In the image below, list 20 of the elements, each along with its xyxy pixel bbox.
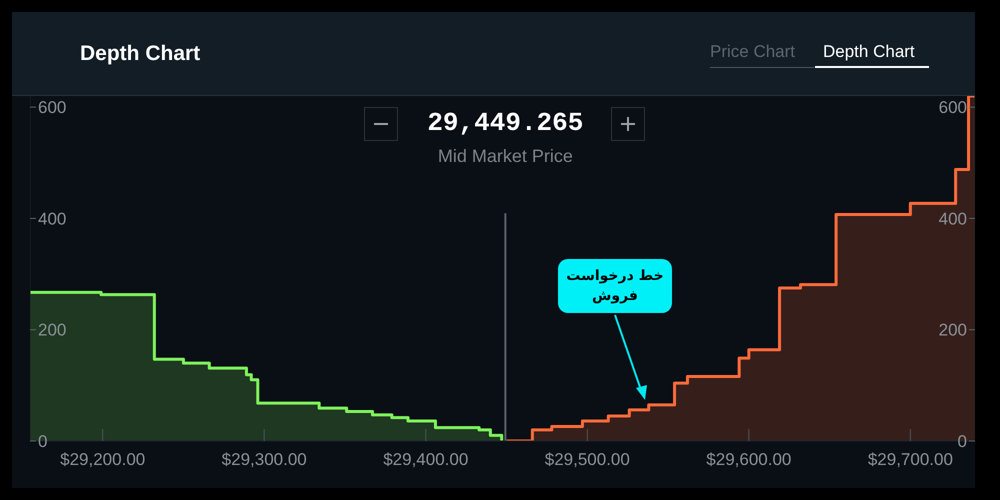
x-tick-label: $29,300.00: [222, 450, 307, 470]
text: Price Chart: [710, 42, 814, 68]
annotation: خط درخواست فروش: [558, 259, 672, 313]
y2-tick-label: 600: [938, 98, 967, 118]
y2-tick-label: 0: [958, 432, 967, 452]
x-tick-label: $29,200.00: [60, 450, 146, 470]
y-tick-label: 400: [38, 209, 66, 228]
chart-title: Depth Chart: [80, 42, 200, 66]
annotation: Mid Market Price: [436, 146, 574, 167]
text: Depth Chart: [815, 42, 929, 68]
y2-tick-label: 200: [938, 320, 967, 340]
y-tick-label: 600: [38, 98, 66, 118]
x-tick-label: $29,700.00: [868, 450, 953, 470]
annotation: 29,449.265: [426, 108, 584, 138]
x-tick-label: $29,500.00: [544, 450, 630, 470]
y-tick-label: 0: [38, 432, 48, 452]
x-tick-label: $29,400.00: [383, 450, 468, 470]
y2-tick-label: 400: [938, 209, 967, 228]
y-tick-label: 200: [38, 320, 66, 340]
x-tick-label: $29,600.00: [706, 450, 792, 470]
